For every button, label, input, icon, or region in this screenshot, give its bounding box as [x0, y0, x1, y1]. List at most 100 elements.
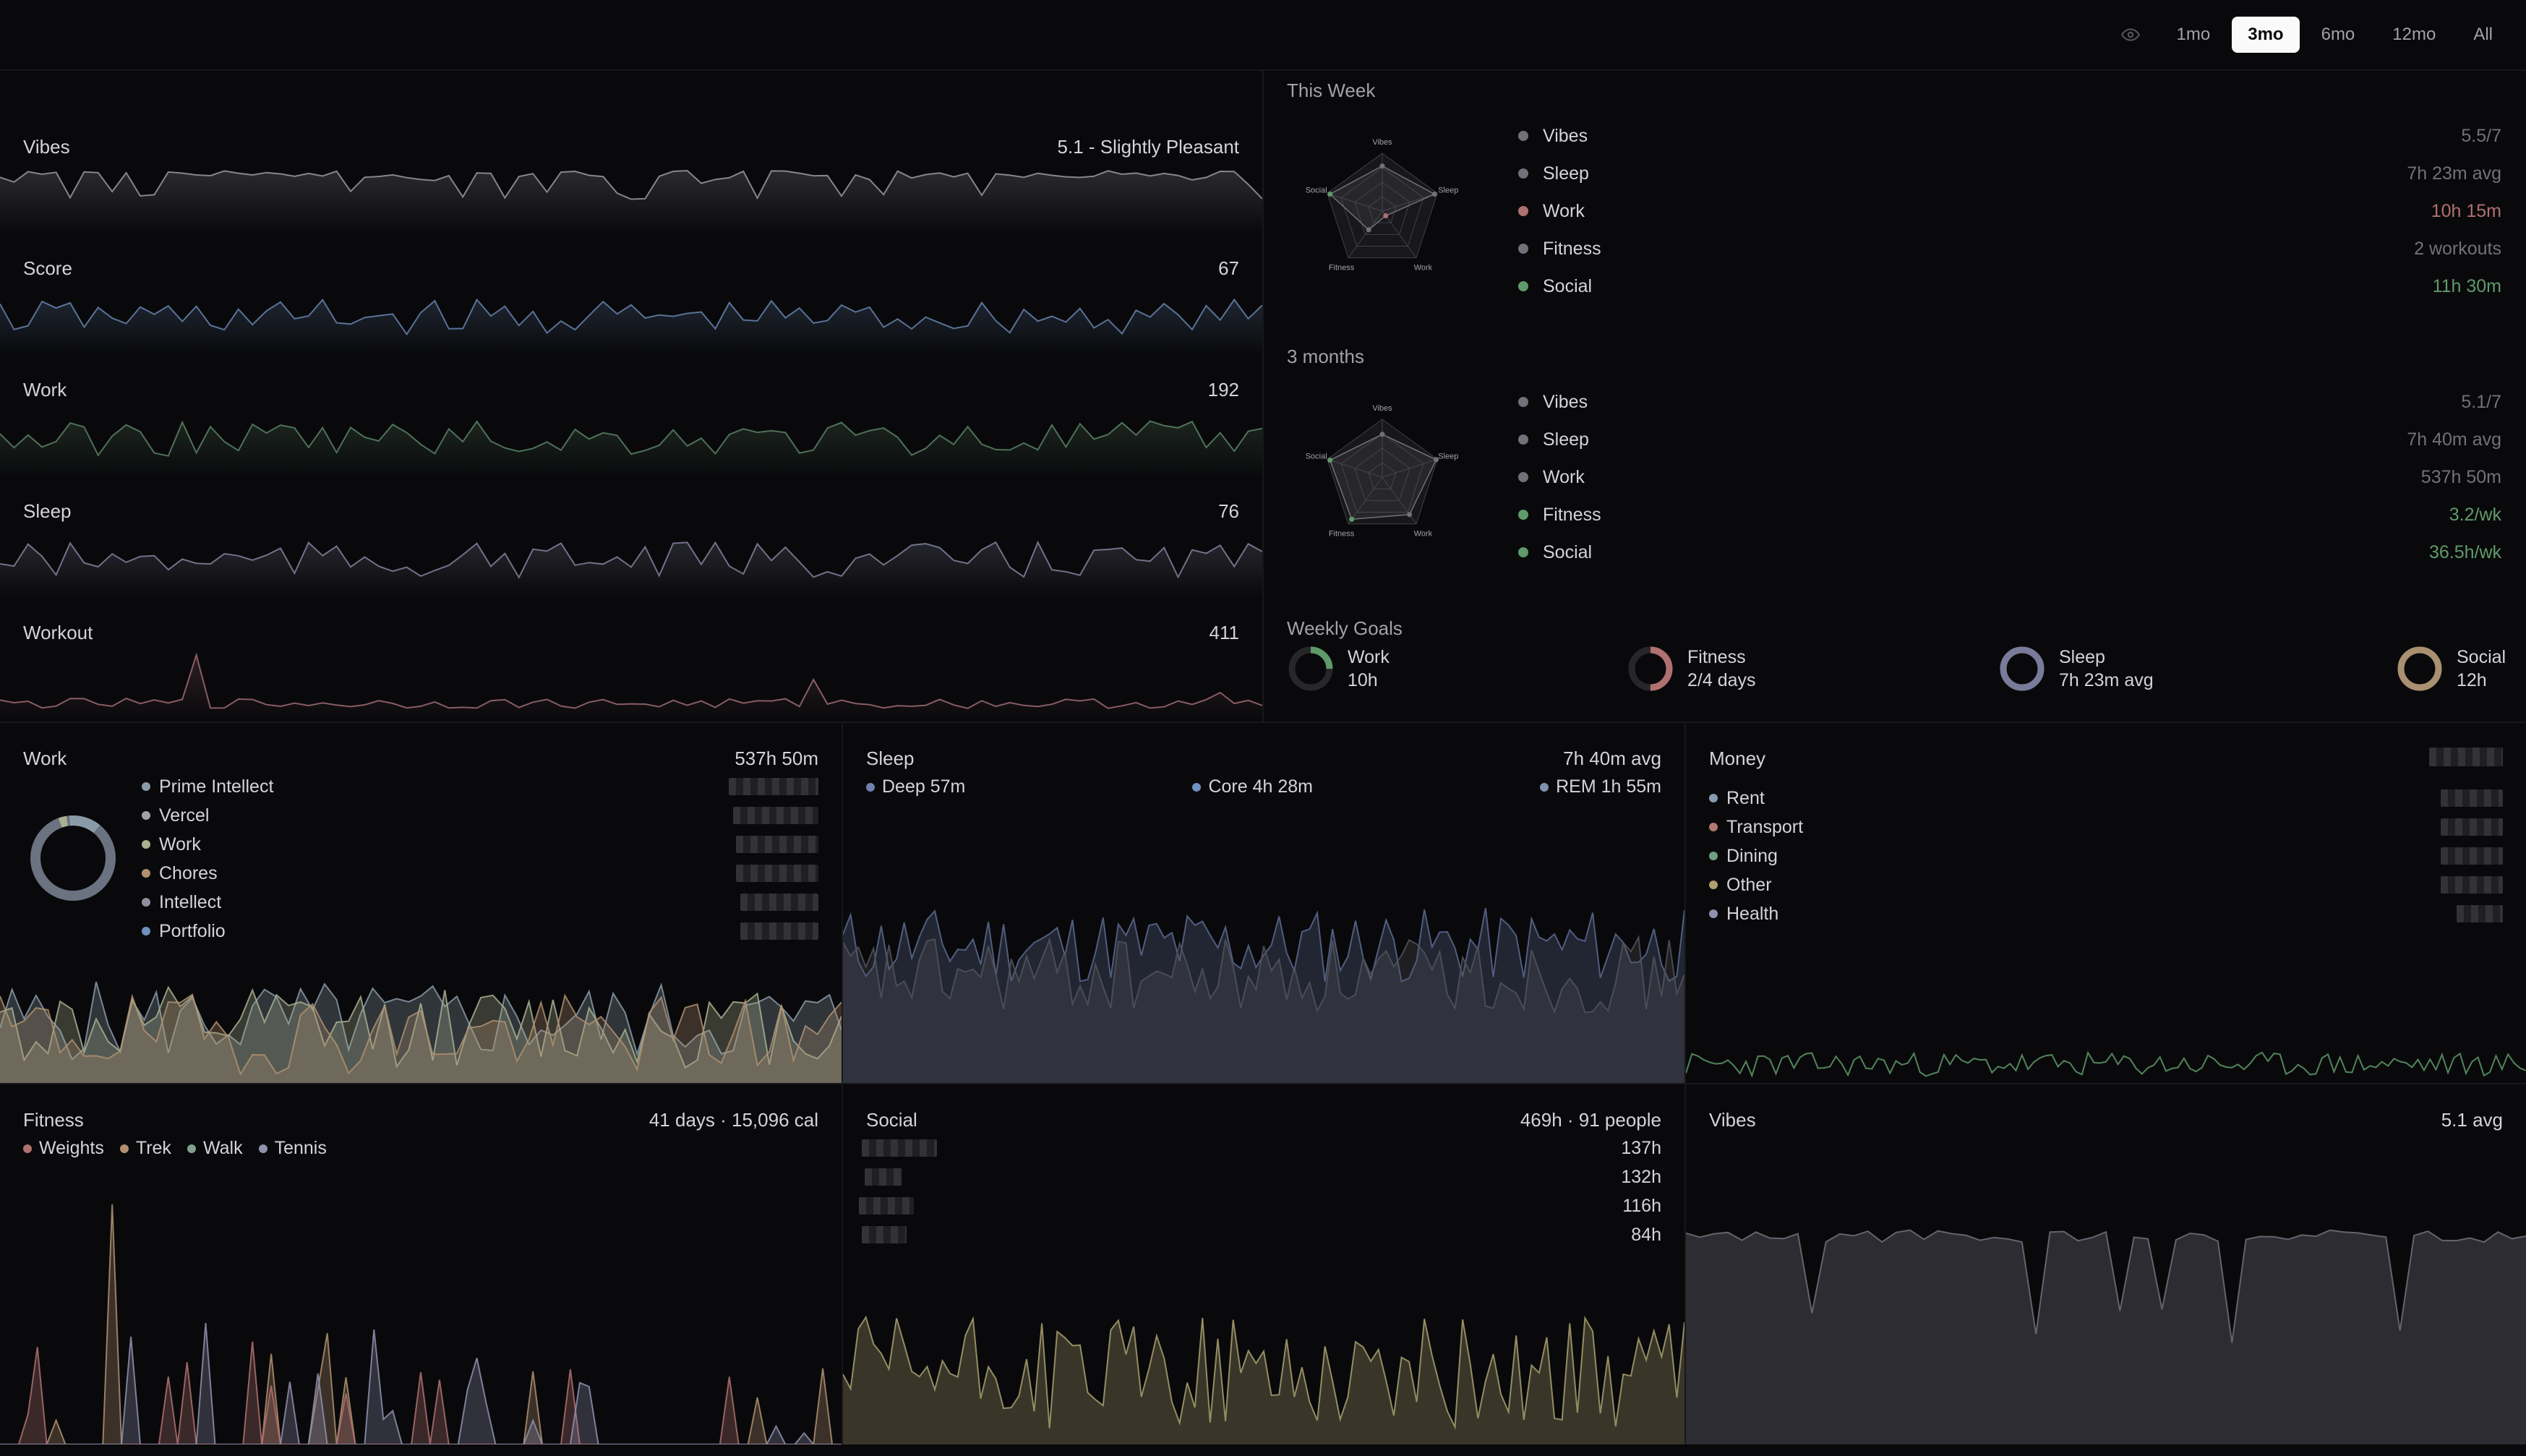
redacted-name — [859, 1197, 914, 1215]
sparkline-workout[interactable]: Workout 411 — [0, 599, 1262, 720]
card-value: 537h 50m — [735, 748, 818, 769]
metric-value: 7h 40m avg — [2407, 429, 2501, 450]
sparkline-work[interactable]: Work 192 — [0, 356, 1262, 477]
metric-name: Social — [1543, 541, 1593, 562]
legend-item[interactable]: Rent — [1709, 784, 1803, 813]
legend-item[interactable]: Chores — [142, 859, 273, 888]
area-line — [0, 985, 842, 1069]
legend-item[interactable]: Work — [142, 830, 273, 859]
sparkline-label: Score — [23, 257, 72, 279]
sparkline-chart — [0, 298, 1262, 356]
tab-3mo[interactable]: 3mo — [2232, 17, 2300, 53]
metric-row-fitness[interactable]: Fitness 2 workouts — [1518, 230, 2501, 267]
three-months-metrics: Vibes 5.1/7 Sleep 7h 40m avg Work 537h 50m … — [1518, 383, 2501, 571]
metric-row-social[interactable]: Social 36.5h/wk — [1518, 534, 2501, 571]
area-line — [843, 1315, 1684, 1430]
legend-item[interactable]: Other — [1709, 870, 1803, 899]
legend-item[interactable]: Prime Intellect — [142, 772, 273, 801]
social-area-chart — [843, 1315, 1684, 1444]
fitness-legend: Weights Trek Walk Tennis — [23, 1138, 327, 1159]
goal-name: Work — [1348, 647, 1390, 667]
legend-item[interactable]: Weights — [23, 1138, 104, 1159]
area-line — [0, 1341, 842, 1444]
metric-value: 11h 30m — [2432, 275, 2501, 296]
sparkline-label: Vibes — [23, 136, 70, 158]
legend-item[interactable]: Walk — [187, 1138, 243, 1159]
metric-value: 7h 23m avg — [2407, 163, 2501, 184]
metric-row-vibes[interactable]: Vibes 5.5/7 — [1518, 117, 2501, 155]
legend-item[interactable]: Health — [1709, 899, 1803, 928]
tab-6mo[interactable]: 6mo — [2321, 25, 2355, 44]
redacted-value — [736, 865, 818, 882]
privacy-toggle-button[interactable] — [2112, 16, 2149, 53]
radar-grid — [1354, 181, 1410, 235]
sparkline-sleep[interactable]: Sleep 76 — [0, 477, 1262, 599]
three-months-radar-chart: Vibes Sleep Work Fitness Social — [1306, 404, 1459, 539]
area-fill — [0, 1204, 842, 1444]
metric-row-sleep[interactable]: Sleep 7h 23m avg — [1518, 155, 2501, 192]
sparkline-line — [0, 540, 1262, 579]
goal-value: 7h 23m avg — [2059, 670, 2154, 690]
sparkline-vibes[interactable]: Vibes 5.1 - Slightly Pleasant — [0, 113, 1262, 234]
tab-all[interactable]: All — [2473, 25, 2493, 44]
radar-label: Fitness — [1329, 264, 1355, 273]
metric-row-work[interactable]: Work 10h 15m — [1518, 192, 2501, 230]
metric-value: 537h 50m — [2420, 466, 2501, 487]
legend-item[interactable]: Trek — [119, 1138, 171, 1159]
sparkline-value: 192 — [1207, 379, 1239, 401]
legend-item[interactable]: Dining — [1709, 842, 1803, 870]
this-week-title: This Week — [1287, 80, 1376, 101]
legend-item[interactable]: Core 4h 28m — [1192, 776, 1313, 797]
vibes-card[interactable]: Vibes 5.1 avg — [1686, 1084, 2526, 1444]
metric-row-vibes[interactable]: Vibes 5.1/7 — [1518, 383, 2501, 421]
redacted-value — [736, 836, 818, 853]
legend-item[interactable]: Transport — [1709, 813, 1803, 842]
metric-value: 10h 15m — [2431, 200, 2501, 221]
legend-item[interactable]: Intellect — [142, 888, 273, 917]
sparkline-area — [0, 299, 1262, 356]
tab-1mo[interactable]: 1mo — [2176, 25, 2211, 44]
metric-row-work[interactable]: Work 537h 50m — [1518, 458, 2501, 496]
legend-label: Other — [1726, 875, 1772, 895]
metric-name: Work — [1543, 466, 1585, 487]
sparkline-score[interactable]: Score 67 — [0, 234, 1262, 356]
goal-work[interactable]: Work 10h — [1287, 645, 1390, 693]
legend-item[interactable]: Tennis — [258, 1138, 327, 1159]
radar-label: Vibes — [1372, 138, 1392, 147]
metric-value: 3.2/wk — [2449, 504, 2501, 525]
metric-dot — [1518, 510, 1528, 520]
legend-item[interactable]: Deep 57m — [866, 776, 965, 797]
work-card[interactable]: Work 537h 50m Prime Intellect Vercel Wor… — [0, 723, 843, 1083]
sleep-area-chart — [843, 907, 1684, 1083]
goal-fitness[interactable]: Fitness 2/4 days — [1627, 645, 1756, 693]
legend-item[interactable]: REM 1h 55m — [1540, 776, 1661, 797]
legend-dot — [1540, 782, 1549, 792]
this-week-metrics: Vibes 5.5/7 Sleep 7h 23m avg Work 10h 15m F… — [1518, 117, 2501, 305]
sleep-card[interactable]: Sleep 7h 40m avg Deep 57m Core 4h 28m RE… — [843, 723, 1686, 1083]
radar-axis — [1382, 210, 1417, 259]
fitness-card[interactable]: Fitness 41 days · 15,096 cal Weights Tre… — [0, 1084, 843, 1444]
top-bar: 1mo 3mo 6mo 12mo All — [0, 0, 2526, 71]
ring-fill — [2000, 646, 2045, 691]
metric-value: 5.1/7 — [2461, 391, 2501, 412]
metric-row-social[interactable]: Social 11h 30m — [1518, 267, 2501, 305]
goal-sleep[interactable]: Sleep 7h 23m avg — [1998, 645, 2154, 693]
legend-item[interactable]: Vercel — [142, 801, 273, 830]
redacted-value — [2441, 818, 2503, 836]
legend-dot — [142, 811, 150, 820]
metric-row-sleep[interactable]: Sleep 7h 40m avg — [1518, 421, 2501, 458]
tab-12mo[interactable]: 12mo — [2392, 25, 2436, 44]
goal-social[interactable]: Social 12h — [2396, 645, 2506, 693]
legend-dot — [1709, 909, 1718, 918]
metric-row-fitness[interactable]: Fitness 3.2/wk — [1518, 496, 2501, 534]
legend-item[interactable]: Portfolio — [142, 917, 273, 946]
social-card[interactable]: Social 469h · 91 people 137h 132h 116h 8… — [843, 1084, 1686, 1444]
redacted-name — [865, 1168, 902, 1186]
money-card[interactable]: Money Rent Transport Dining Other Health — [1686, 723, 2526, 1083]
legend-label: Portfolio — [159, 921, 226, 941]
radar-point — [1431, 192, 1437, 197]
goal-name: Fitness — [1687, 647, 1746, 667]
card-title: Money — [1709, 748, 1766, 769]
sleep-legend: Deep 57m Core 4h 28m REM 1h 55m — [866, 776, 1661, 797]
metric-value: 2 workouts — [2414, 238, 2501, 259]
